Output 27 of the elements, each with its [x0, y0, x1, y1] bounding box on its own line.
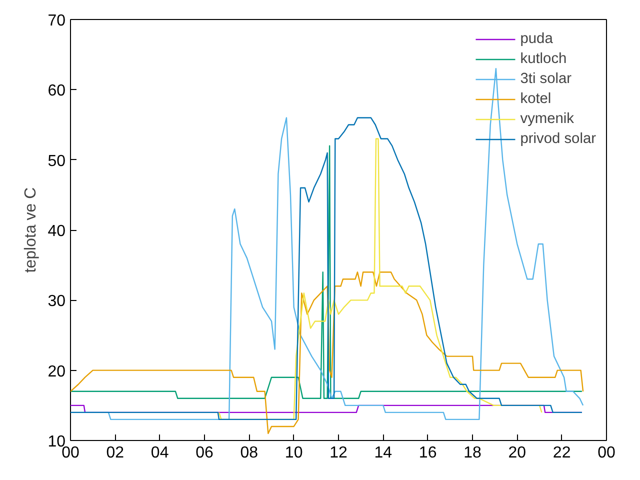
x-tick-label: 14 [374, 444, 392, 462]
legend-label: puda [520, 31, 553, 47]
legend-label: privod solar [520, 131, 596, 147]
y-tick-label: 50 [48, 152, 66, 170]
legend-label: 3ti solar [520, 71, 572, 87]
x-tick-label: 08 [240, 444, 258, 462]
x-tick-label: 02 [106, 444, 124, 462]
legend-label: kutloch [520, 51, 567, 67]
x-tick-label: 12 [330, 444, 348, 462]
y-tick-label: 70 [48, 12, 66, 30]
y-axis-title: teplota ve C [22, 187, 40, 273]
x-tick-label: 20 [508, 444, 526, 462]
y-tick-label: 30 [48, 293, 66, 310]
x-tick-label: 00 [598, 444, 616, 462]
y-tick-label: 40 [48, 223, 66, 240]
x-tick-label: 06 [196, 444, 214, 462]
x-tick-label: 16 [418, 444, 437, 462]
y-tick-label: 60 [48, 82, 66, 100]
x-tick-label: 10 [284, 444, 303, 462]
line-series [70, 272, 584, 434]
legend-label: vymenik [520, 111, 574, 127]
y-tick-label: 20 [48, 363, 66, 380]
x-tick-label: 04 [150, 444, 169, 462]
x-tick-label: 22 [552, 444, 571, 462]
x-tick-label: 18 [464, 444, 482, 462]
line-series [70, 145, 583, 399]
legend-label: kotel [520, 91, 552, 107]
